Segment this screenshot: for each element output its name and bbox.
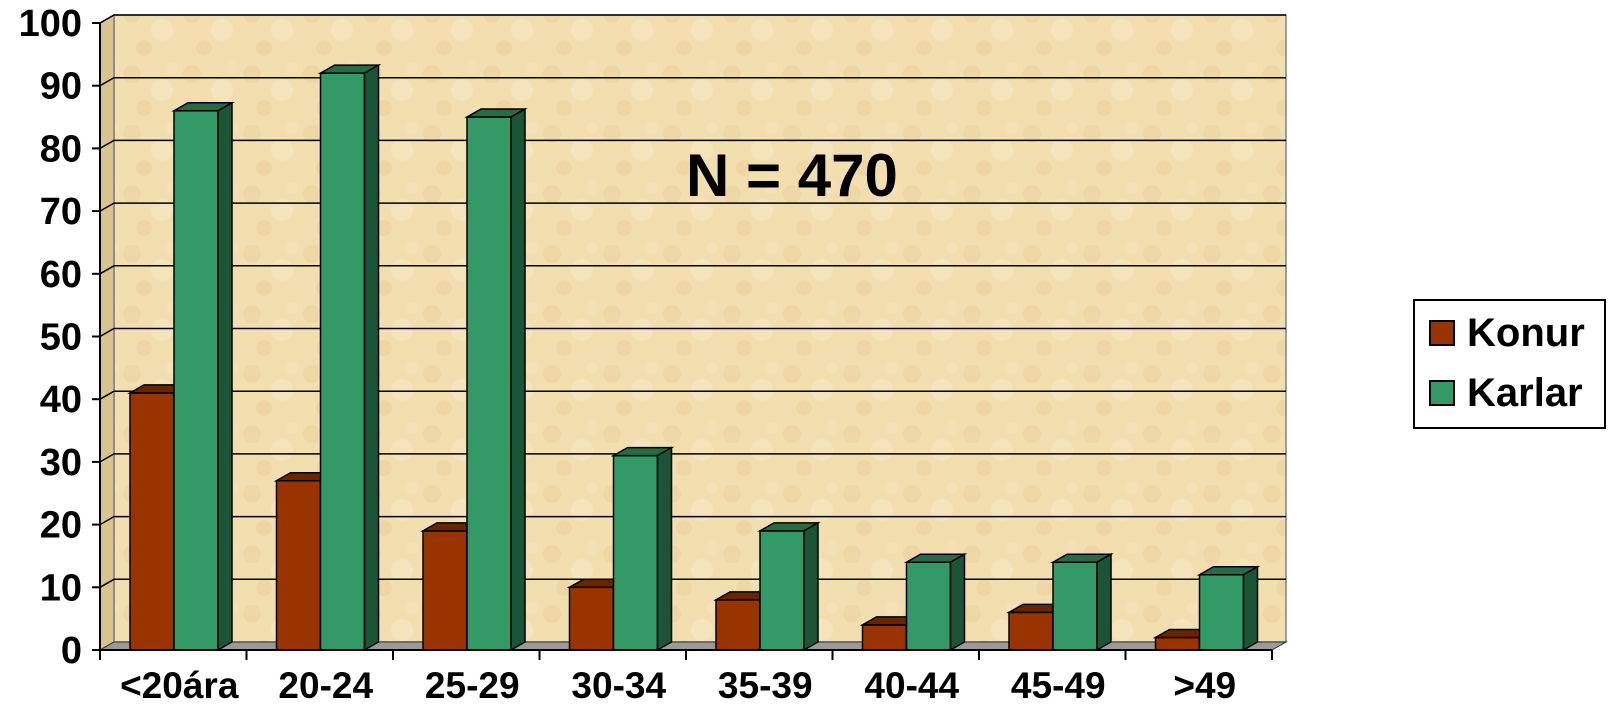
gridline	[99, 390, 1286, 400]
gridlines	[99, 14, 1286, 588]
bar-karlar-6	[1050, 552, 1114, 652]
bar-karlar-3	[610, 446, 675, 652]
legend-swatch-konur	[1429, 320, 1455, 346]
y-tick-label: 60	[40, 254, 82, 296]
bar-karlar-2	[464, 107, 528, 652]
bar-front	[1198, 574, 1245, 651]
bar-side	[949, 552, 966, 652]
bar-front	[275, 479, 322, 651]
axes	[92, 22, 1273, 660]
bar-front	[905, 561, 952, 651]
bar-side	[1096, 552, 1112, 652]
legend-label-konur: Konur	[1467, 311, 1585, 355]
x-tick-label: 35-39	[718, 665, 813, 706]
legend-item-karlar: Karlar	[1429, 373, 1583, 413]
bar-front	[715, 599, 761, 651]
gridline	[99, 578, 1286, 588]
gridline	[99, 76, 1286, 87]
x-tick-label: 30-34	[571, 665, 666, 706]
x-axis-ticks: <20ára 20-24 25-29 30-34 35-39 40-44 45-49 >49	[120, 665, 1236, 706]
y-tick-label: 0	[61, 630, 82, 672]
bar-front	[1154, 636, 1201, 651]
y-tick-label: 10	[40, 567, 82, 609]
x-tick-label: <20ára	[120, 665, 239, 706]
bars	[127, 63, 1261, 652]
y-tick-label: 20	[40, 505, 82, 547]
bar-side	[510, 107, 526, 652]
x-tick-label: 20-24	[278, 665, 373, 706]
bar-side	[363, 63, 380, 652]
bar-front	[173, 110, 219, 651]
gridline	[99, 515, 1286, 526]
gridline	[99, 139, 1286, 150]
legend-item-konur: Konur	[1429, 313, 1585, 353]
x-tick-label: 40-44	[864, 665, 959, 706]
gridline	[99, 14, 1286, 24]
bar-front	[612, 454, 659, 651]
y-tick-label: 70	[40, 191, 82, 233]
bar-front	[422, 530, 468, 651]
bar-front	[1052, 561, 1098, 651]
bar-front	[319, 72, 366, 651]
x-tick-label: 25-29	[425, 665, 520, 706]
bar-front	[129, 392, 175, 651]
y-tick-label: 50	[40, 317, 82, 359]
bar-side	[803, 521, 819, 652]
gridline	[99, 202, 1286, 212]
bar-karlar-1	[317, 63, 382, 652]
x-tick-label: 45-49	[1011, 665, 1106, 706]
bar-karlar-7	[1196, 565, 1261, 652]
sample-size-annotation: N = 470	[686, 142, 898, 209]
bar-karlar-4	[757, 521, 821, 652]
bar-front	[861, 624, 908, 651]
bar-front	[568, 586, 615, 651]
bar-front	[466, 116, 512, 651]
y-tick-label: 90	[40, 66, 82, 108]
gridline	[99, 265, 1286, 275]
bar-side	[656, 446, 673, 652]
y-axis-ticks: 0 10 20 30 40 50 60 70 80 90 100	[19, 3, 82, 672]
bar-side	[217, 101, 233, 652]
bar-front	[759, 530, 805, 651]
legend-swatch-karlar	[1429, 380, 1455, 406]
legend: Konur Karlar	[1413, 299, 1606, 429]
x-tick-label: >49	[1173, 665, 1236, 706]
bar-karlar-0	[171, 101, 235, 652]
y-tick-label: 100	[19, 3, 82, 45]
y-tick-label: 30	[40, 442, 82, 484]
gridline	[99, 327, 1286, 338]
y-tick-label: 40	[40, 379, 82, 421]
bar-side	[1242, 565, 1259, 652]
y-tick-label: 80	[40, 128, 82, 170]
bar-front	[1008, 611, 1054, 651]
gridline	[99, 453, 1286, 463]
legend-label-karlar: Karlar	[1467, 371, 1583, 415]
bar-karlar-5	[903, 552, 968, 652]
